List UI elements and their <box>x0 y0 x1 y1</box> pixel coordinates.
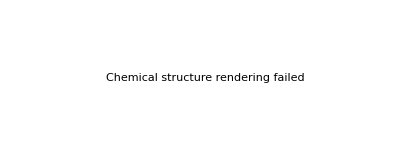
Text: Chemical structure rendering failed: Chemical structure rendering failed <box>106 73 304 83</box>
